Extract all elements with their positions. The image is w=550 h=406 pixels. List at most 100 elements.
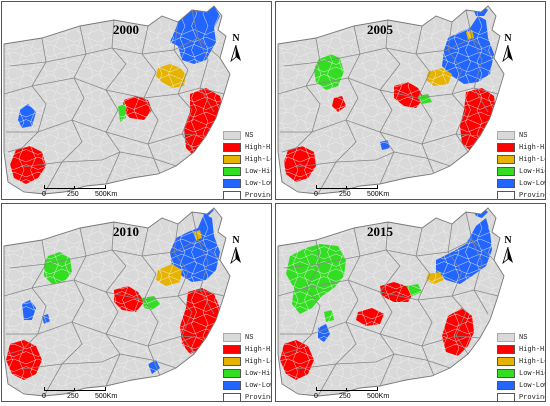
scale-bar-line [44, 387, 106, 391]
legend-swatch [497, 369, 515, 378]
province-boundary [43, 25, 87, 194]
legend-swatch [223, 333, 241, 342]
province-boundary [295, 353, 451, 370]
legend: NS High-High High-Low Low-High Low-Low Provin… [223, 130, 272, 199]
legend-item: High-Low [497, 356, 545, 368]
legend-item: Province [223, 392, 271, 402]
legend-label: High-High [245, 144, 271, 152]
cluster-high-low [156, 64, 186, 88]
north-label: N [504, 33, 512, 44]
province-boundary [283, 37, 495, 67]
legend: NS High-High High-Low Low-High Low-Low Provin… [497, 130, 545, 199]
province-boundary [283, 239, 495, 269]
legend-item: Low-High [223, 166, 271, 178]
legend-label: Low-Low [519, 382, 546, 390]
legend-label: High-Low [245, 358, 271, 366]
legend-swatch [497, 345, 515, 354]
scale-label-end: 500Km [367, 393, 390, 400]
province-boundary [278, 77, 499, 99]
legend-item: Low-High [497, 368, 545, 380]
scale-bar: 0 250 500Km [42, 384, 124, 401]
legend: NS High-High High-Low Low-High Low-Low Provin… [223, 332, 271, 402]
legend-item: Low-Low [497, 178, 545, 190]
legend-label: High-Low [519, 358, 545, 366]
cluster-low-low [148, 360, 160, 374]
cluster-high-high [284, 146, 316, 182]
country-outline [3, 207, 231, 397]
scale-bar: 0 250 500Km [314, 182, 396, 199]
cluster-low-low [436, 218, 492, 284]
country-outline [277, 5, 505, 195]
province-boundary [21, 353, 177, 370]
scale-label-mid: 250 [67, 191, 79, 198]
legend-label: NS [519, 132, 528, 140]
legend-swatch [497, 333, 515, 342]
legend-label: Province [245, 394, 271, 402]
legend-swatch [223, 155, 241, 164]
map-year-label: 2000 [113, 22, 139, 37]
legend-label: Low-High [245, 370, 271, 378]
cluster-low-high [406, 284, 422, 296]
map-year-label: 2005 [367, 22, 393, 37]
scale-mid-tick [74, 388, 75, 391]
scale-label-end: 500Km [95, 191, 118, 198]
scale-label-zero: 0 [42, 393, 46, 400]
legend-item: NS [223, 332, 271, 344]
map-panel-2015: 2015 N NS High-High High-Low Low-High Low-Low P… [275, 203, 546, 402]
scale-bar: 0 250 500Km [42, 182, 124, 199]
scale-label-end: 500Km [367, 191, 390, 198]
legend-item: Low-Low [223, 380, 271, 392]
legend-swatch [223, 393, 241, 401]
scale-label-mid: 250 [339, 191, 351, 198]
province-boundary [4, 77, 225, 99]
legend-swatch [497, 143, 515, 152]
scale-label-mid: 250 [67, 393, 79, 400]
map-panel-2010: 2010 N NS High-High High-Low Low-High Low-Low P… [1, 203, 272, 402]
legend-item: NS [497, 130, 545, 142]
province-boundary [21, 151, 177, 168]
legend-swatch [223, 381, 241, 390]
country-outline [277, 207, 505, 397]
legend-item: Province [223, 190, 271, 199]
province-boundary [379, 19, 401, 185]
scale-label-mid: 250 [339, 393, 351, 400]
legend-label: High-High [245, 346, 271, 354]
province-boundary [280, 321, 481, 347]
map-svg [277, 207, 505, 397]
province-boundary [6, 321, 207, 347]
map-svg [3, 207, 231, 397]
map-year-label: 2015 [367, 224, 393, 239]
province-boundary [9, 239, 221, 269]
cluster-low-high [324, 310, 334, 322]
legend-label: High-Low [519, 156, 545, 164]
map-panel-2000: 2000 N NS High-High High-Low Low-High Low-Low P… [1, 1, 272, 200]
cluster-high-high [394, 82, 424, 108]
scale-mid-tick [346, 186, 347, 189]
cluster-high-high [332, 96, 346, 112]
legend-swatch [223, 167, 241, 176]
legend-item: Low-High [497, 166, 545, 178]
cluster-high-high [10, 146, 46, 184]
legend-item: High-Low [223, 356, 271, 368]
province-boundary [280, 119, 481, 145]
country-outline [3, 5, 231, 195]
legend-swatch [497, 191, 515, 199]
province-boundary [278, 279, 499, 301]
legend-label: High-Low [245, 156, 271, 164]
legend-item: NS [223, 130, 271, 142]
north-label: N [232, 235, 240, 246]
cluster-low-low [442, 16, 494, 84]
province-boundary [9, 37, 221, 67]
cluster-high-high [356, 308, 384, 326]
legend-item: Province [497, 190, 545, 199]
scale-bar-line [316, 387, 378, 391]
legend-label: Low-High [519, 370, 545, 378]
scale-bar-line [44, 185, 106, 189]
legend: NS High-High High-Low Low-High Low-Low Provin… [497, 332, 546, 401]
province-boundary [105, 221, 127, 387]
scale-label-zero: 0 [42, 191, 46, 198]
legend-label: NS [519, 334, 528, 342]
legend-label: Low-Low [245, 180, 272, 188]
cluster-high-high [460, 88, 496, 152]
